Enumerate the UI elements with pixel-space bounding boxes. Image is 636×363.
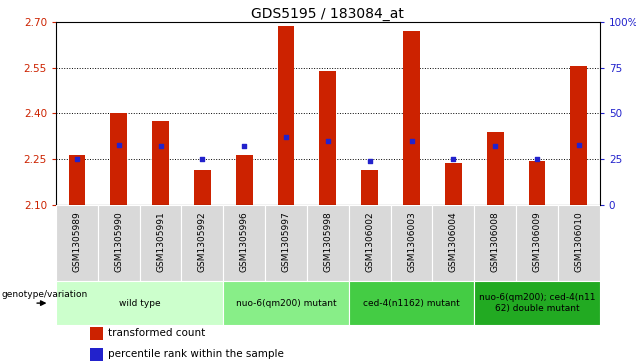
Bar bbox=[474, 205, 516, 281]
Text: percentile rank within the sample: percentile rank within the sample bbox=[108, 350, 284, 359]
Bar bbox=[319, 71, 336, 205]
Point bbox=[322, 138, 333, 144]
Bar bbox=[445, 163, 462, 205]
Text: GSM1306010: GSM1306010 bbox=[574, 211, 583, 272]
Bar bbox=[265, 205, 307, 281]
Text: transformed count: transformed count bbox=[108, 329, 205, 338]
Bar bbox=[474, 281, 600, 325]
Bar bbox=[403, 31, 420, 205]
Bar bbox=[516, 205, 558, 281]
Point bbox=[490, 143, 501, 149]
Bar bbox=[98, 205, 140, 281]
Point bbox=[72, 156, 82, 162]
Bar bbox=[111, 114, 127, 205]
Point bbox=[281, 134, 291, 140]
Bar bbox=[69, 155, 85, 205]
Text: nuo-6(qm200) mutant: nuo-6(qm200) mutant bbox=[236, 299, 336, 307]
Bar bbox=[194, 170, 211, 205]
Text: nuo-6(qm200); ced-4(n11
62) double mutant: nuo-6(qm200); ced-4(n11 62) double mutan… bbox=[479, 293, 595, 313]
Point bbox=[448, 156, 459, 162]
Text: GSM1306003: GSM1306003 bbox=[407, 211, 416, 272]
Bar bbox=[558, 205, 600, 281]
Bar bbox=[90, 348, 103, 361]
Bar bbox=[56, 205, 98, 281]
Text: GSM1305996: GSM1305996 bbox=[240, 211, 249, 272]
Text: GSM1306009: GSM1306009 bbox=[532, 211, 541, 272]
Text: GSM1306008: GSM1306008 bbox=[491, 211, 500, 272]
Text: GSM1305992: GSM1305992 bbox=[198, 211, 207, 272]
Bar bbox=[349, 281, 474, 325]
Point bbox=[364, 158, 375, 164]
Bar bbox=[223, 205, 265, 281]
Bar bbox=[223, 281, 349, 325]
Text: GSM1305998: GSM1305998 bbox=[323, 211, 333, 272]
Point bbox=[406, 138, 417, 144]
Text: ced-4(n1162) mutant: ced-4(n1162) mutant bbox=[363, 299, 460, 307]
Bar bbox=[90, 327, 103, 340]
Text: GSM1305989: GSM1305989 bbox=[73, 211, 81, 272]
Text: GSM1306004: GSM1306004 bbox=[449, 211, 458, 272]
Point bbox=[574, 142, 584, 147]
Text: GSM1305991: GSM1305991 bbox=[156, 211, 165, 272]
Point bbox=[114, 142, 124, 147]
Bar bbox=[140, 205, 181, 281]
Bar bbox=[152, 121, 169, 205]
Bar bbox=[432, 205, 474, 281]
Text: GSM1306002: GSM1306002 bbox=[365, 211, 374, 272]
Bar bbox=[529, 161, 546, 205]
Bar bbox=[570, 66, 587, 205]
Bar bbox=[487, 132, 504, 205]
Bar bbox=[307, 205, 349, 281]
Point bbox=[155, 143, 165, 149]
Bar bbox=[278, 26, 294, 205]
Bar bbox=[361, 170, 378, 205]
Bar bbox=[236, 155, 252, 205]
Title: GDS5195 / 183084_at: GDS5195 / 183084_at bbox=[251, 7, 404, 21]
Point bbox=[532, 156, 542, 162]
Text: GSM1305990: GSM1305990 bbox=[114, 211, 123, 272]
Text: wild type: wild type bbox=[119, 299, 160, 307]
Bar bbox=[349, 205, 391, 281]
Bar bbox=[56, 281, 223, 325]
Text: GSM1305997: GSM1305997 bbox=[282, 211, 291, 272]
Point bbox=[239, 143, 249, 149]
Text: genotype/variation: genotype/variation bbox=[1, 290, 88, 298]
Point bbox=[197, 156, 207, 162]
Bar bbox=[181, 205, 223, 281]
Bar bbox=[391, 205, 432, 281]
